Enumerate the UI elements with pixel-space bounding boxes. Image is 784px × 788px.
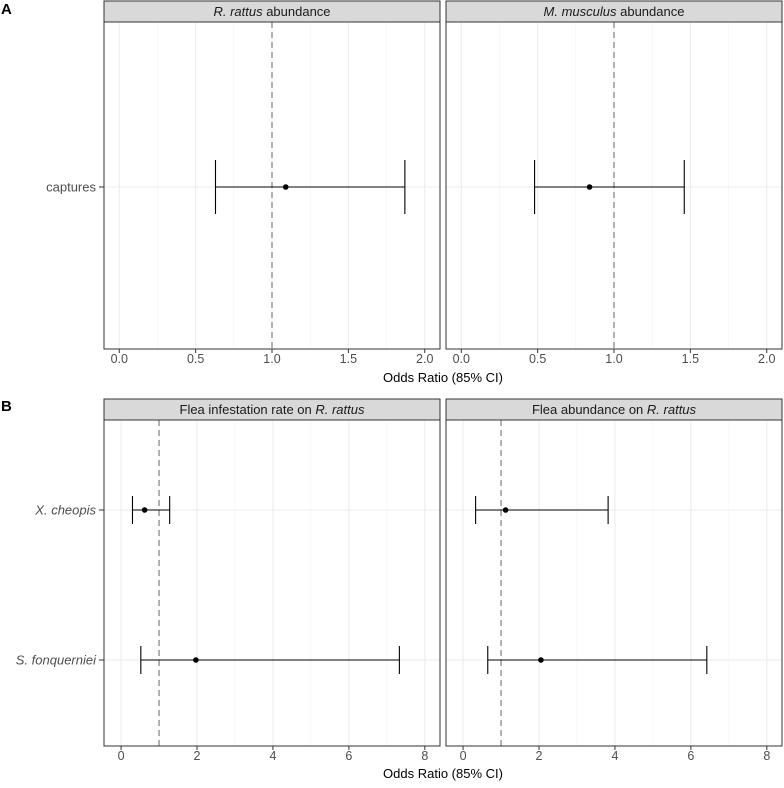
x-axis-title: Odds Ratio (85% CI)	[383, 370, 503, 385]
x-tick-label: 0	[460, 749, 467, 763]
x-tick-label: 2	[536, 749, 543, 763]
facet-panel: R. rattus abundance 0.0 0.5 1.0 1.5 2.0	[103, 0, 441, 366]
facet-title: M. musculus abundance	[544, 4, 685, 19]
estimate	[534, 160, 685, 214]
x-tick-label: 1.0	[263, 352, 280, 366]
facet-panel: Flea infestation rate on R. rattus 0 2 4 6 8	[103, 398, 441, 763]
x-tick-label: 2.0	[758, 352, 775, 366]
odds-ratio-point	[282, 184, 289, 190]
panel-border	[445, 419, 783, 747]
x-tick-label: 0.5	[529, 352, 546, 366]
odds-ratio-point	[586, 184, 593, 190]
odds-ratio-point	[193, 657, 199, 663]
x-tick-label: 6	[687, 749, 694, 763]
estimate	[140, 646, 400, 674]
x-tick-label: 0.5	[187, 352, 204, 366]
panel-background	[104, 420, 440, 746]
x-axis-title: Odds Ratio (85% CI)	[383, 766, 503, 781]
facet-panel: Flea abundance on R. rattus 0 2 4 6 8	[445, 398, 783, 763]
row-label: X. cheopis	[34, 503, 96, 518]
estimate	[214, 160, 406, 214]
panel-tag: B	[1, 398, 12, 415]
x-tick-label: 2.0	[416, 352, 433, 366]
x-tick-label: 8	[763, 749, 770, 763]
facet-panel: M. musculus abundance 0.0 0.5 1.0 1.5 2.0	[445, 0, 783, 366]
x-tick-label: 0.0	[453, 352, 470, 366]
x-tick-label: 1.5	[340, 352, 357, 366]
panel-tag: A	[1, 1, 12, 18]
x-tick-label: 0	[118, 749, 125, 763]
x-tick-label: 0.0	[111, 352, 128, 366]
x-tick-label: 1.0	[605, 352, 622, 366]
facet-title: Flea infestation rate on R. rattus	[180, 402, 365, 417]
panel-background	[446, 420, 782, 746]
row-label: captures	[46, 180, 96, 195]
x-tick-label: 8	[421, 749, 428, 763]
x-tick-label: 2	[194, 749, 201, 763]
x-tick-label: 4	[611, 749, 618, 763]
facet-title: Flea abundance on R. rattus	[532, 402, 697, 417]
estimate	[475, 496, 609, 524]
x-tick-label: 1.5	[682, 352, 699, 366]
odds-ratio-point	[538, 657, 544, 663]
facet-title: R. rattus abundance	[213, 4, 330, 19]
row-label: S. fonquerniei	[16, 653, 97, 668]
x-tick-label: 6	[345, 749, 352, 763]
estimate	[131, 496, 171, 524]
odds-ratio-point	[502, 507, 509, 513]
panel-border	[103, 419, 441, 747]
x-tick-label: 4	[269, 749, 276, 763]
odds-ratio-point	[141, 507, 148, 513]
forest-block-b: B X. cheopis S. fonquerniei Flea infestatio…	[1, 398, 783, 781]
estimate	[487, 646, 708, 674]
